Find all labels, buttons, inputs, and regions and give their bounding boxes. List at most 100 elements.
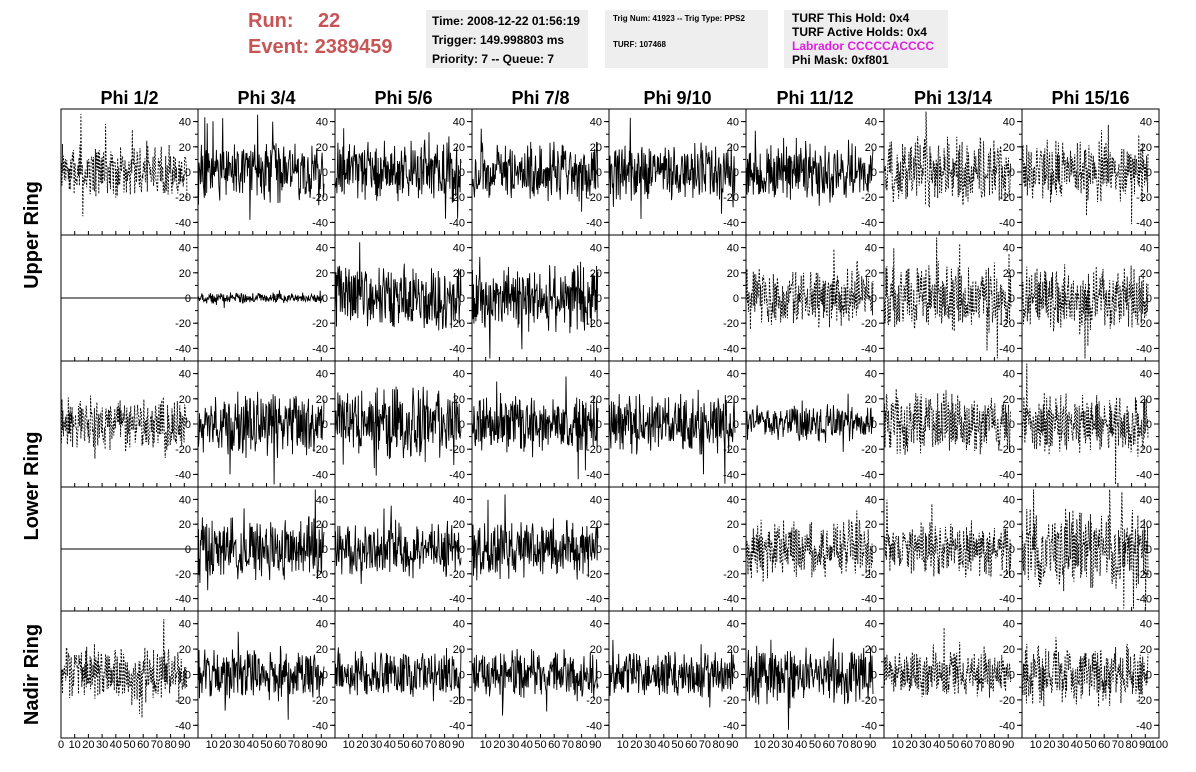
y-tick-label: 0 — [871, 167, 877, 179]
y-tick-label: 0 — [459, 167, 465, 179]
y-tick-label: 40 — [1140, 369, 1152, 381]
panel-r3-c6: -40 -20 0 20 40 — [745, 360, 885, 488]
y-tick-label: 0 — [733, 670, 739, 682]
x-tick-label: 50 — [260, 739, 272, 751]
y-tick-label: 0 — [1009, 419, 1015, 431]
y-tick-label: 0 — [459, 419, 465, 431]
x-tick-label: 60 — [137, 739, 149, 751]
y-tick-label: 0 — [322, 167, 328, 179]
x-tick-label: 10 — [617, 739, 629, 751]
x-tick-label: 90 — [315, 739, 327, 751]
y-tick-label: -40 — [312, 469, 328, 481]
waveform-trace — [745, 249, 874, 330]
x-tick-label: 90 — [864, 739, 876, 751]
trig-num-line: Trig Num: 41923 -- Trig Type: PPS2 — [613, 14, 745, 23]
y-tick-label: 40 — [865, 243, 877, 255]
panel-r2-c1: -40 -20 0 20 40 — [60, 234, 199, 362]
x-tick-label: 10 — [754, 739, 766, 751]
panel-frame — [197, 360, 336, 488]
y-tick-label: 20 — [590, 519, 602, 531]
x-tick-label: 10 — [343, 739, 355, 751]
y-tick-label: 20 — [865, 519, 877, 531]
x-tick-label: 50 — [671, 739, 683, 751]
panel-r3-c7: -40 -20 0 20 40 — [883, 360, 1023, 488]
panel-r5-c2: -40 -20 0 20 40 — [197, 610, 336, 739]
y-tick-label: -20 — [312, 695, 328, 707]
x-tick-label: 90 — [452, 739, 464, 751]
y-tick-label: -40 — [449, 343, 465, 355]
x-tick-label: 20 — [493, 739, 505, 751]
y-tick-label: 40 — [727, 619, 739, 631]
y-tick-label: -40 — [861, 720, 877, 732]
x-tick-label: 30 — [96, 739, 108, 751]
y-tick-label: -20 — [861, 444, 877, 456]
y-tick-label: 0 — [459, 670, 465, 682]
column-title-4: Phi 7/8 — [511, 88, 569, 108]
y-tick-label: -20 — [175, 192, 191, 204]
waveform-trace — [60, 619, 188, 718]
y-tick-label: 40 — [179, 117, 191, 129]
y-tick-label: 20 — [1003, 644, 1015, 656]
y-tick-label: 20 — [179, 268, 191, 280]
waveform-trace — [197, 489, 325, 591]
y-tick-label: 0 — [733, 419, 739, 431]
y-tick-label: 0 — [1146, 293, 1152, 305]
trigger-line: Trigger: 149.998803 ms — [432, 33, 565, 47]
y-tick-label: 40 — [453, 369, 465, 381]
waveform-trace — [334, 647, 462, 705]
column-title-6: Phi 11/12 — [776, 88, 853, 108]
x-tick-label: 90 — [589, 739, 601, 751]
priority-line: Priority: 7 -- Queue: 7 — [432, 52, 555, 66]
y-tick-label: 40 — [316, 619, 328, 631]
y-tick-label: -20 — [1136, 318, 1152, 330]
x-tick-label: 0 — [58, 739, 64, 751]
y-tick-label: -40 — [449, 217, 465, 229]
y-tick-label: 40 — [1140, 494, 1152, 506]
x-tick-label: 30 — [919, 739, 931, 751]
x-tick-label: 40 — [521, 739, 533, 751]
ring-label-1: Upper Ring — [21, 181, 43, 289]
panel-r3-c1: -40 -20 0 20 40 — [60, 360, 199, 488]
y-tick-label: 40 — [590, 619, 602, 631]
waveform-trace — [197, 114, 325, 220]
y-tick-label: 40 — [1003, 619, 1015, 631]
y-tick-label: -20 — [175, 318, 191, 330]
y-tick-label: -20 — [723, 192, 739, 204]
y-tick-label: -20 — [861, 695, 877, 707]
y-tick-label: -40 — [999, 469, 1015, 481]
x-tick-label: 60 — [961, 739, 973, 751]
y-tick-label: 40 — [590, 369, 602, 381]
panel-r3-c2: -40 -20 0 20 40 — [197, 360, 336, 488]
y-tick-label: 20 — [865, 394, 877, 406]
x-tick-label: 100 — [1150, 739, 1168, 751]
y-tick-label: -40 — [1136, 720, 1152, 732]
y-tick-label: -40 — [586, 720, 602, 732]
y-tick-label: 20 — [1140, 644, 1152, 656]
y-tick-label: 0 — [459, 293, 465, 305]
panel-r1-c7: -40 -20 0 20 40 — [883, 108, 1023, 236]
y-tick-label: 0 — [733, 167, 739, 179]
panel-r5-c1: -40 -20 0 20 40 — [60, 610, 199, 739]
waveform-trace — [1021, 363, 1149, 485]
run-event-box: Run: 22 Event: 2389459 — [248, 8, 418, 68]
y-tick-label: 0 — [596, 167, 602, 179]
y-tick-label: -20 — [999, 192, 1015, 204]
y-tick-label: -40 — [723, 217, 739, 229]
x-tick-label: 80 — [301, 739, 313, 751]
y-tick-label: -40 — [175, 469, 191, 481]
x-tick-label: 20 — [219, 739, 231, 751]
turf-hold-line: TURF This Hold: 0x4 — [792, 11, 910, 25]
x-tick-label: 40 — [247, 739, 259, 751]
y-tick-label: -20 — [312, 444, 328, 456]
panel-r4-c4: -40 -20 0 20 40 — [471, 486, 610, 612]
panel-r2-c8: -40 -20 0 20 40 — [1021, 234, 1160, 362]
y-tick-label: -20 — [586, 569, 602, 581]
x-tick-label: 60 — [411, 739, 423, 751]
x-tick-label: 70 — [699, 739, 711, 751]
x-tick-label: 50 — [1084, 739, 1096, 751]
y-tick-label: 0 — [871, 544, 877, 556]
column-title-8: Phi 15/16 — [1051, 88, 1129, 108]
panel-r3-c5: -40 -20 0 20 40 — [608, 360, 747, 488]
x-tick-label: 10 — [206, 739, 218, 751]
